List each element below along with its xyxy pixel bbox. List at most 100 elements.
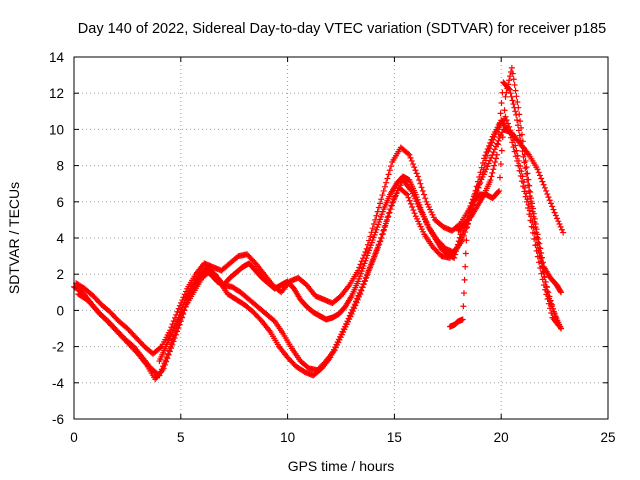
data-point — [380, 227, 387, 234]
data-point — [504, 85, 511, 92]
data-point — [409, 203, 416, 210]
data-point — [517, 118, 524, 125]
data-point — [541, 184, 548, 191]
data-point — [484, 152, 491, 159]
data-point — [169, 341, 176, 348]
data-point — [549, 203, 556, 210]
data-point — [357, 261, 364, 268]
data-point — [406, 197, 413, 204]
data-point — [413, 170, 420, 177]
data-point — [463, 237, 470, 244]
data-point — [496, 187, 503, 194]
data-point — [356, 264, 363, 271]
data-point — [383, 179, 390, 186]
data-point — [538, 249, 545, 256]
data-point — [524, 196, 531, 203]
data-point — [460, 303, 467, 310]
data-point — [489, 139, 496, 146]
data-point — [486, 157, 493, 164]
data-point — [503, 89, 510, 96]
data-point — [373, 248, 380, 255]
data-point — [374, 208, 381, 215]
data-point — [462, 250, 469, 257]
data-point — [166, 348, 173, 355]
data-point — [369, 225, 376, 232]
data-point — [491, 146, 498, 153]
data-point — [534, 166, 541, 173]
x-tick-label: 5 — [177, 430, 185, 445]
data-point — [407, 200, 414, 207]
data-point — [519, 138, 526, 145]
x-tick-label: 10 — [280, 430, 295, 445]
data-point — [514, 122, 521, 129]
data-point — [483, 166, 490, 173]
data-point — [512, 87, 519, 94]
data-point — [462, 229, 469, 236]
data-point — [493, 155, 500, 162]
data-point — [408, 157, 415, 164]
data-point — [535, 169, 542, 176]
data-point — [554, 215, 561, 222]
data-point — [518, 124, 525, 131]
y-tick-label: 12 — [49, 86, 64, 101]
data-point — [404, 191, 411, 198]
data-point — [520, 179, 527, 186]
data-point — [502, 93, 509, 100]
data-point — [352, 302, 359, 309]
y-tick-label: 8 — [56, 159, 64, 174]
data-point — [375, 242, 382, 249]
data-point — [452, 251, 459, 258]
data-point — [523, 164, 530, 171]
data-point — [527, 188, 534, 195]
data-point — [456, 234, 463, 241]
data-point — [539, 254, 546, 261]
data-point — [495, 131, 502, 138]
data-point — [467, 209, 474, 216]
data-point — [174, 328, 181, 335]
series-track-6 — [446, 64, 565, 330]
data-point — [365, 267, 372, 274]
data-point — [369, 258, 376, 265]
data-point — [368, 261, 375, 268]
data-point — [522, 165, 529, 172]
chart-title: Day 140 of 2022, Sidereal Day-to-day VTE… — [78, 21, 606, 37]
y-tick-label: 6 — [56, 195, 64, 210]
data-point — [538, 260, 545, 267]
data-point — [529, 205, 536, 212]
data-point — [353, 299, 360, 306]
data-point — [362, 248, 369, 255]
data-point — [491, 133, 498, 140]
data-point — [484, 163, 491, 170]
data-point — [364, 270, 371, 277]
data-point — [530, 210, 537, 217]
data-point — [498, 100, 505, 107]
x-tick-label: 25 — [600, 430, 615, 445]
data-point — [472, 190, 479, 197]
data-point — [496, 134, 503, 141]
data-point — [358, 287, 365, 294]
data-point — [176, 321, 183, 328]
data-point — [388, 202, 395, 209]
data-point — [490, 166, 497, 173]
data-point — [503, 117, 510, 124]
data-point — [556, 221, 563, 228]
data-point — [542, 278, 549, 285]
data-point — [519, 173, 526, 180]
data-point — [414, 173, 421, 180]
data-point — [550, 206, 557, 213]
axis-ticks: 0 5 10 15 20 25 -6 -4 -2 0 2 4 6 8 10 12 14 — [49, 50, 616, 445]
data-point — [546, 197, 553, 204]
data-point — [497, 110, 504, 117]
data-point — [157, 344, 164, 351]
data-point — [411, 164, 418, 171]
data-point — [464, 220, 471, 227]
grid-lines — [74, 57, 608, 419]
data-point — [363, 274, 370, 281]
data-point — [538, 175, 545, 182]
data-point — [411, 210, 418, 217]
data-point — [386, 209, 393, 216]
y-tick-label: -6 — [52, 412, 64, 427]
data-point — [532, 221, 539, 228]
data-point — [379, 231, 386, 238]
data-point — [351, 305, 358, 312]
